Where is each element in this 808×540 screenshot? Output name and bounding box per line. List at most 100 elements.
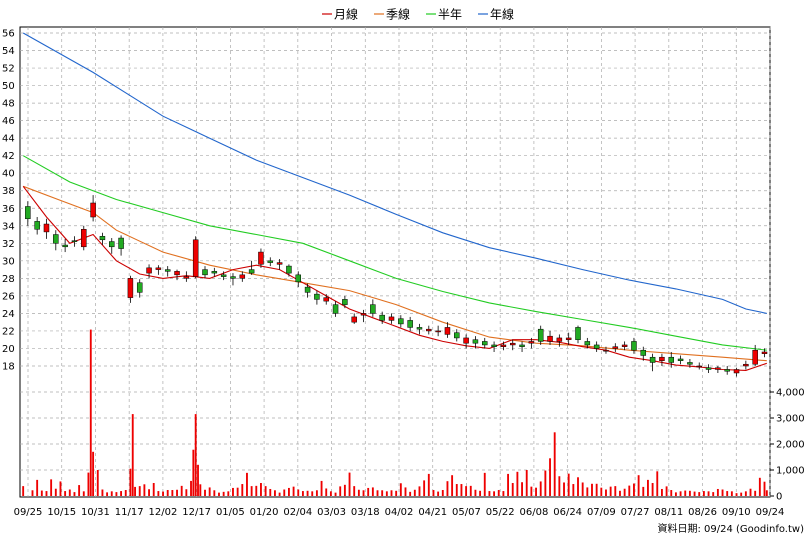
legend-label: 月線 [334, 7, 358, 22]
volume-bar [218, 492, 220, 496]
volume-bar [698, 492, 701, 496]
price-tick-label: 56 [2, 29, 15, 40]
volume-bar [68, 489, 71, 496]
candle-body [239, 274, 246, 279]
volume-bar [493, 491, 496, 496]
candle-body [379, 314, 385, 321]
legend-label: 半年 [438, 8, 462, 22]
volume-bar [765, 490, 768, 496]
volume-bar [143, 484, 146, 496]
volume-bar [684, 490, 687, 496]
date-tick-label: 01/20 [250, 507, 279, 518]
volume-bar [488, 491, 491, 496]
volume-bar [441, 490, 444, 496]
candle-body [370, 304, 376, 314]
price-tick-label: 30 [2, 256, 15, 267]
price-tick-label: 36 [2, 204, 15, 215]
date-tick-label: 05/22 [486, 507, 515, 518]
ma-line-月線 [22, 185, 767, 371]
candle-body [407, 320, 413, 328]
candle-body [715, 367, 721, 370]
volume-bar [460, 484, 463, 496]
volume-bar [320, 480, 323, 496]
volume-bar [763, 481, 766, 496]
candle-body [155, 267, 162, 270]
volume-bar [577, 477, 579, 496]
volume-bar [469, 485, 472, 496]
candle-body [677, 358, 684, 361]
volume-tick-label: 2,000 [776, 440, 805, 451]
candle-body [174, 271, 180, 276]
volume-bar [82, 491, 85, 496]
candle-body [519, 344, 525, 347]
candle-body [463, 337, 469, 344]
volume-bar [432, 490, 435, 496]
volume-bar [455, 484, 458, 496]
date-tick-label: 06/08 [519, 507, 548, 518]
volume-bar [525, 470, 528, 496]
volume-bar [693, 491, 696, 496]
volume-bar [581, 482, 584, 496]
price-tick-label: 28 [2, 274, 15, 285]
volume-bar [628, 485, 631, 496]
volume-bar [497, 490, 500, 496]
volume-bar [129, 468, 132, 496]
candle-body [584, 341, 591, 346]
candle-body [398, 318, 404, 325]
candle-body [109, 241, 115, 248]
volume-bar [106, 492, 109, 496]
volume-bar [586, 487, 589, 496]
volume-bar [516, 471, 519, 496]
volume-tick-label: 1,000 [776, 466, 805, 477]
candle-body [621, 344, 628, 347]
candle-body [99, 236, 106, 241]
volume-bar [656, 471, 659, 496]
volume-bar [371, 487, 374, 496]
date-tick-label: 08/11 [654, 507, 683, 518]
volume-bar [138, 486, 141, 496]
candle-body [202, 269, 208, 276]
volume-bar [353, 486, 356, 496]
candlesticks [25, 195, 768, 377]
candle-body [687, 362, 693, 365]
volume-bar [623, 488, 626, 496]
date-tick-label: 09/24 [756, 507, 785, 518]
volume-bar [101, 489, 104, 496]
candle-body [482, 341, 488, 346]
volume-bar [502, 491, 505, 496]
volume-bar [264, 486, 267, 496]
candle-body [351, 316, 357, 323]
volume-bar [633, 483, 635, 496]
legend-label: 季線 [386, 7, 410, 22]
candle-body [53, 234, 59, 244]
date-tick-label: 02/04 [283, 507, 312, 518]
volume-bar [157, 491, 160, 496]
candle-body [696, 365, 702, 368]
date-axis: 09/25 10/15 10/31 11/17 12/02 12/17 01/05 01/20… [14, 507, 785, 518]
volume-bar [716, 488, 719, 496]
price-tick-label: 32 [2, 239, 15, 250]
price-tick-label: 24 [2, 309, 15, 320]
volume-bar [553, 432, 556, 496]
volume-bar [409, 491, 412, 496]
candle-body [547, 335, 553, 342]
date-tick-label: 09/25 [14, 507, 43, 518]
volume-bar [292, 486, 295, 496]
candle-body [342, 299, 348, 305]
candle-body [631, 341, 637, 351]
volume-bar [166, 490, 169, 496]
volume-bar [36, 479, 39, 496]
candle-body [267, 260, 274, 263]
date-tick-label: 07/09 [587, 507, 616, 518]
candle-body [752, 349, 758, 365]
volume-bar [110, 491, 113, 496]
volume-bar [446, 481, 449, 496]
volume-bar [539, 481, 542, 496]
volume-bar [236, 487, 239, 496]
volume-bar [679, 491, 682, 496]
candle-body [62, 244, 68, 248]
volume-bar [670, 490, 673, 496]
volume-bar [619, 490, 621, 496]
candle-body [314, 293, 320, 300]
